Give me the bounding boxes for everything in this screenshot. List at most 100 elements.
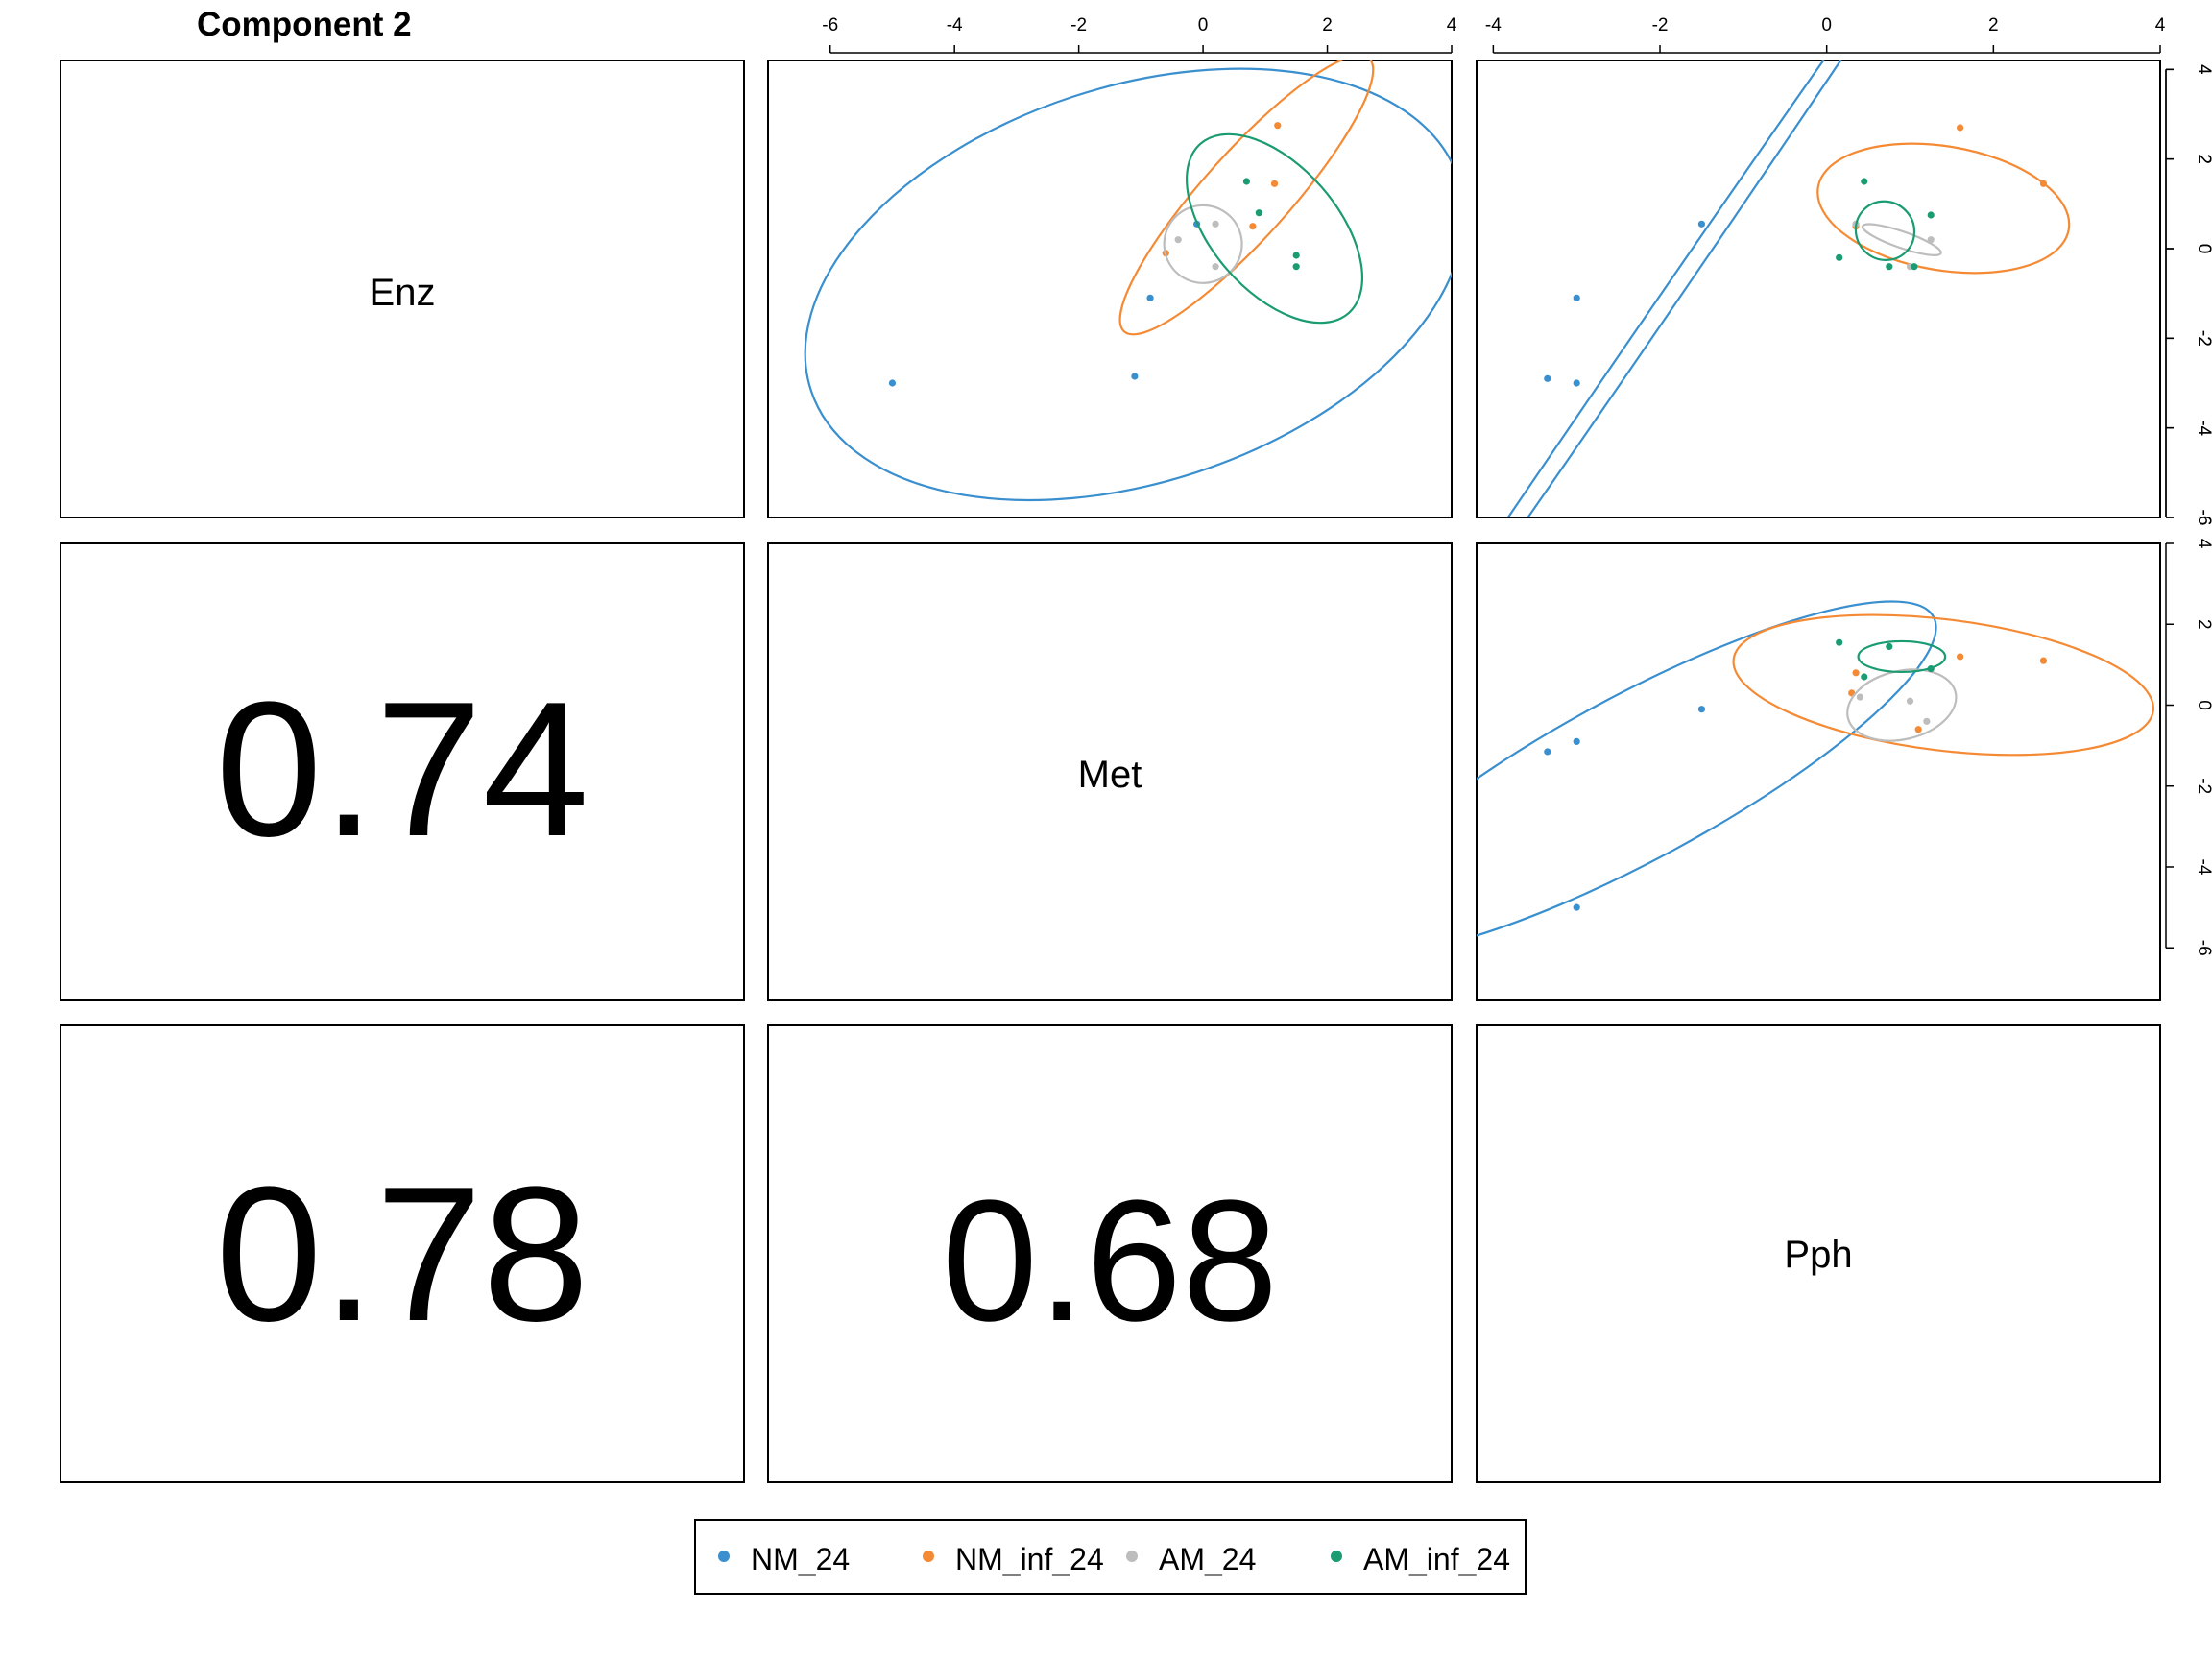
scatter-enz-pph: -4 -2 0 2 4 -6 -4 -2 0 2 4: [1477, 15, 2212, 526]
scatter-enz-met: -6 -4 -2 0 2 4 -6 -4 -2 0 2 4: [804, 15, 2212, 526]
plot-area-met-pph: [1477, 600, 2154, 956]
correlation-met-enz: 0.74: [215, 662, 589, 877]
point-am-inf-24-5: [1911, 263, 1918, 271]
point-nm-24-3: [1544, 374, 1551, 382]
y-tick-label-enz-met-4: 4: [2194, 64, 2212, 75]
y-tick-label-enz-pph--6: -6: [2194, 510, 2212, 526]
x-tick-label-enz-met-0: 0: [1198, 15, 1209, 36]
legend-label-am-24: AM_24: [1159, 1542, 1256, 1576]
x-tick-label-enz-pph-0: 0: [1821, 15, 1832, 36]
y-tick-label-met-pph--6: -6: [2194, 940, 2212, 956]
point-am-inf-24-1: [1836, 638, 1843, 646]
legend-marker-nm-24: [718, 1551, 730, 1562]
point-nm-24-1: [1697, 706, 1706, 713]
scatter-met-pph: -6 -4 -2 0 2 4: [1477, 539, 2212, 956]
x-tick-label-enz-met-2: 2: [1322, 15, 1333, 36]
correlation-pph-met: 0.68: [942, 1165, 1278, 1358]
point-nm-24-1: [1697, 220, 1706, 228]
y-tick-label-met-pph--4: -4: [2194, 859, 2212, 876]
legend-marker-am-inf-24: [1331, 1551, 1342, 1562]
x-tick-label-enz-pph-4: 4: [2155, 15, 2166, 36]
panel-enz-met: [767, 60, 1453, 518]
panel-pph-enz-correlation: [60, 1024, 745, 1483]
point-am-24-3: [1906, 697, 1914, 705]
point-am-inf-24-3: [1836, 253, 1843, 261]
panel-pph-diagonal: [1476, 1024, 2161, 1483]
point-nm-24-2: [1573, 294, 1580, 301]
point-am-inf-24-1: [1861, 178, 1868, 185]
diagonal-label-met: Met: [1078, 754, 1142, 796]
correlation-pph-enz: 0.78: [215, 1147, 589, 1361]
ellipse-nm-inf-24: [1118, 60, 1375, 336]
legend-box: [694, 1519, 1527, 1595]
point-am-24-1: [1174, 236, 1182, 244]
point-nm-inf-24-4: [1274, 122, 1282, 130]
ellipse-nm-24: [1477, 600, 1937, 956]
ellipse-am-inf-24: [1186, 132, 1364, 325]
legend-label-nm-24: NM_24: [751, 1542, 850, 1576]
point-nm-24-3: [1146, 294, 1154, 301]
x-tick-label-enz-pph--4: -4: [1485, 15, 1502, 36]
diagonal-label-enz: Enz: [370, 272, 436, 314]
ellipse-nm-inf-24: [1732, 613, 2154, 757]
diagonal-label-pph: Pph: [1784, 1234, 1852, 1276]
y-tick-label-enz-met--6: -6: [2194, 510, 2212, 526]
y-tick-label-enz-met--4: -4: [2194, 420, 2212, 436]
legend: NM_24 NM_inf_24 AM_24 AM_inf_24: [694, 1519, 1527, 1595]
x-tick-label-enz-met--6: -6: [822, 15, 838, 36]
panel-met-pph: [1476, 542, 2161, 1001]
point-nm-24-1: [888, 379, 897, 387]
legend-marker-nm-inf-24: [923, 1551, 934, 1562]
point-am-inf-24-4: [1886, 263, 1893, 271]
ellipse-nm-inf-24: [1816, 142, 2071, 275]
point-am-inf-24-4: [1292, 263, 1300, 271]
point-nm-inf-24-2: [1957, 124, 1964, 132]
point-am-inf-24-2: [1255, 209, 1262, 217]
point-nm-inf-24-1: [1957, 653, 1964, 661]
ellipse-am-24: [1163, 204, 1243, 284]
ellipse-am-inf-24: [1854, 200, 1916, 261]
y-tick-label-met-pph-4: 4: [2194, 539, 2212, 549]
point-nm-24-3: [1544, 748, 1551, 756]
legend-marker-am-24: [1126, 1551, 1138, 1562]
point-nm-inf-24-3: [2039, 180, 2048, 187]
ellipse-nm-24: [1477, 60, 1982, 517]
y-tick-label-enz-pph-4: 4: [2194, 64, 2212, 75]
y-tick-label-met-pph-2: 2: [2194, 619, 2212, 630]
y-tick-label-enz-pph--4: -4: [2194, 420, 2212, 436]
point-nm-inf-24-3: [1270, 180, 1279, 187]
point-am-24-2: [1927, 236, 1935, 244]
chart-title: Component 2: [197, 6, 412, 43]
legend-label-am-inf-24: AM_inf_24: [1363, 1542, 1510, 1576]
ellipse-am-inf-24: [1857, 639, 1947, 674]
point-nm-inf-24-4: [1914, 726, 1922, 733]
x-tick-label-enz-met--2: -2: [1070, 15, 1087, 36]
point-am-24-2: [1923, 717, 1931, 725]
point-nm-inf-24-2: [1249, 223, 1257, 230]
y-tick-label-met-pph--2: -2: [2194, 778, 2212, 794]
panel-met-enz-correlation: [60, 542, 745, 1001]
point-am-24-1: [1856, 693, 1864, 701]
y-tick-label-enz-pph-0: 0: [2194, 244, 2212, 254]
point-am-24-3: [1212, 263, 1219, 271]
x-tick-label-enz-pph-2: 2: [1988, 15, 1999, 36]
y-tick-label-enz-met-0: 0: [2194, 244, 2212, 254]
point-nm-inf-24-2: [2039, 657, 2048, 664]
panel-enz-diagonal: [60, 60, 745, 518]
point-nm-24-4: [1573, 379, 1580, 387]
panel-pph-met-correlation: [767, 1024, 1453, 1483]
y-tick-label-enz-pph-2: 2: [2194, 154, 2212, 164]
point-nm-inf-24-3: [1852, 669, 1860, 677]
y-tick-label-enz-pph--2: -2: [2194, 330, 2212, 347]
point-am-24-2: [1212, 220, 1219, 228]
x-tick-label-enz-pph--2: -2: [1652, 15, 1669, 36]
point-am-inf-24-1: [1242, 178, 1250, 185]
panel-enz-pph: [1476, 60, 2161, 518]
point-am-inf-24-2: [1861, 673, 1868, 681]
y-tick-label-met-pph-0: 0: [2194, 700, 2212, 710]
x-tick-label-enz-met--4: -4: [947, 15, 963, 36]
panel-met-diagonal: [767, 542, 1453, 1001]
point-am-inf-24-3: [1886, 642, 1893, 651]
legend-label-nm-inf-24: NM_inf_24: [955, 1542, 1104, 1576]
